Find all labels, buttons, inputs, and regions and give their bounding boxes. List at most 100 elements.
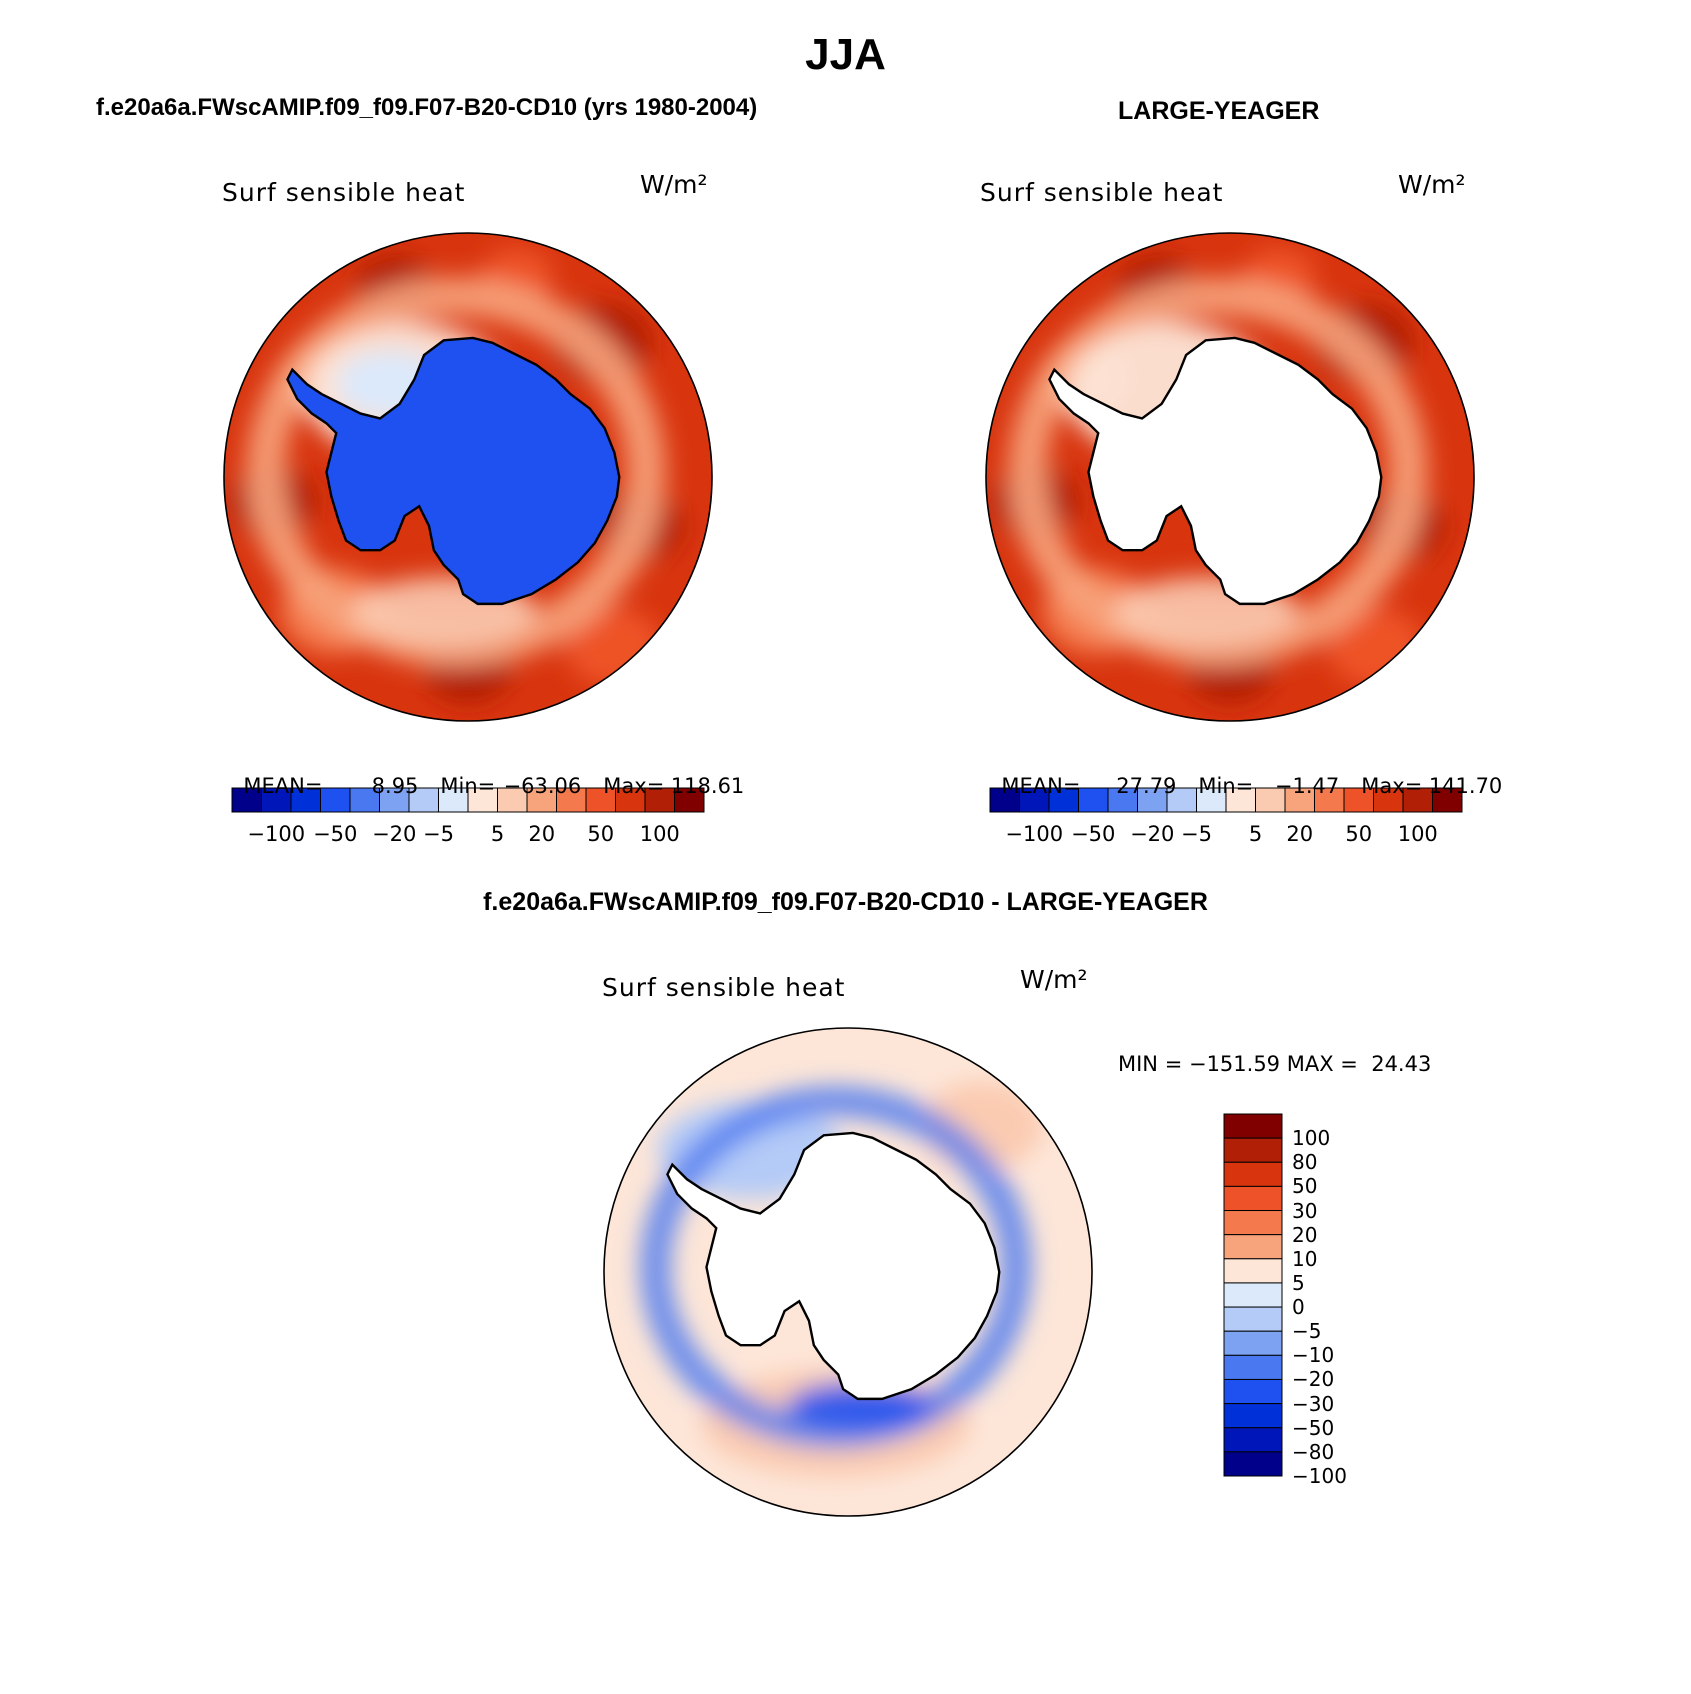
mean-value: 27.79 [1116, 774, 1177, 798]
colorbar-tick-label: −50 [1292, 1415, 1335, 1440]
colorbar-tick-label: −100 [1005, 822, 1064, 846]
mean-value: 8.95 [371, 774, 419, 798]
colorbar-tick-label: 0 [1292, 1295, 1305, 1320]
colorbar-tick-label: 50 [1345, 822, 1373, 846]
colorbar-tick-label: −100 [247, 822, 306, 846]
panel-model-units: W/m² [640, 170, 708, 199]
max-value: 118.61 [670, 774, 745, 798]
colorbar-swatch [615, 787, 646, 813]
colorbar-tick-label: 100 [1292, 1126, 1331, 1151]
colorbar-swatch [1223, 1403, 1283, 1429]
colorbar-tick-label: 10 [1292, 1246, 1318, 1271]
colorbar-tick-label: −50 [1071, 822, 1116, 846]
colorbar-tick-label: 100 [639, 822, 680, 846]
map-border [223, 232, 713, 722]
colorbar-tick-label: 30 [1292, 1198, 1318, 1223]
panel-model-variable: Surf sensible heat [222, 178, 466, 207]
colorbar-swatch [1432, 787, 1463, 813]
colorbar-swatch [674, 787, 705, 813]
min-label: Min= [440, 774, 496, 798]
colorbar-tick-label: 50 [1292, 1174, 1318, 1199]
mean-label: MEAN= [243, 774, 323, 798]
colorbar-tick-label: 20 [1292, 1222, 1318, 1247]
panel-diff-units: W/m² [1020, 965, 1088, 994]
colorbar-tick-label: 5 [490, 822, 505, 846]
colorbar-swatch [467, 787, 498, 813]
colorbar-tick-label: 5 [1248, 822, 1263, 846]
colorbar-tick-label: −20 [1130, 822, 1175, 846]
colorbar-swatch [320, 787, 351, 813]
map-obs [986, 233, 1474, 721]
colorbar-swatch [1373, 787, 1404, 813]
colorbar-swatch [1223, 1378, 1283, 1405]
colorbar-tick-label: −100 [1292, 1464, 1347, 1488]
colorbar-tick-label: 5 [1292, 1270, 1305, 1295]
panel-diff-header: f.e20a6a.FWscAMIP.f09_f09.F07-B20-CD10 -… [483, 888, 1208, 916]
colorbar-swatch [644, 787, 675, 813]
colorbar-swatch [1223, 1451, 1283, 1477]
colorbar-swatch [1223, 1137, 1283, 1163]
colorbar-tick-label: −5 [1292, 1319, 1322, 1344]
colorbar-swatch [1107, 787, 1138, 813]
page-title: JJA [805, 30, 886, 79]
colorbar-tick-label: 100 [1397, 822, 1438, 846]
panel-obs-header: LARGE-YEAGER [1118, 97, 1320, 125]
colorbar-swatch [408, 787, 439, 813]
min-label: Min= [1198, 774, 1254, 798]
colorbar-swatch [1223, 1258, 1283, 1284]
colorbar-swatch [349, 787, 380, 813]
colorbar-tick-label: −20 [1292, 1367, 1335, 1392]
panel-obs-units: W/m² [1398, 170, 1466, 199]
min-value: −1.47 [1274, 774, 1340, 798]
colorbar-swatch [379, 787, 410, 813]
colorbar-swatch [1343, 787, 1374, 813]
colorbar-swatch [1223, 1113, 1283, 1139]
panel-diff-stats: MIN = −151.59 MAX = 24.43 [1118, 1052, 1432, 1076]
panel-model-stats: MEAN= 8.95 Min= −63.06 Max= 118.61 [230, 750, 744, 798]
colorbar-swatch [1223, 1234, 1283, 1260]
colorbar-swatch [438, 787, 469, 813]
colorbar-tick-label: −10 [1292, 1343, 1335, 1368]
colorbar-tick-label: −50 [313, 822, 358, 846]
colorbar-tick-label: −5 [423, 822, 454, 846]
colorbar-swatch [1223, 1161, 1283, 1187]
colorbar-swatch [989, 787, 1020, 813]
map-model [224, 233, 712, 721]
colorbar-swatch [1223, 1210, 1283, 1236]
map-border [603, 1027, 1093, 1517]
max-label: Max= [1361, 774, 1423, 798]
colorbar-swatch [1223, 1330, 1283, 1356]
colorbar-swatch [1225, 787, 1256, 813]
map-diff [604, 1028, 1092, 1516]
colorbar-swatch [1284, 787, 1315, 813]
colorbar-swatch [556, 787, 587, 813]
colorbar-tick-label: −30 [1292, 1391, 1335, 1416]
colorbar-swatch [1223, 1354, 1283, 1380]
colorbar-tick-label: 20 [1286, 822, 1314, 846]
colorbar-tick-label: −80 [1292, 1439, 1335, 1464]
max-label: Max= [603, 774, 665, 798]
colorbar-tick-label: −5 [1181, 822, 1212, 846]
panel-diff-variable: Surf sensible heat [602, 973, 846, 1002]
max-value: 141.70 [1428, 774, 1503, 798]
colorbar-tick-label: 80 [1292, 1150, 1318, 1175]
colorbar-swatch [261, 787, 292, 813]
colorbar-swatch [1314, 787, 1345, 813]
colorbar-swatch [1223, 1306, 1283, 1332]
colorbar-tick-label: −20 [372, 822, 417, 846]
colorbar-swatch [290, 787, 321, 813]
panel-obs-variable: Surf sensible heat [980, 178, 1224, 207]
colorbar-swatch [1223, 1185, 1283, 1212]
min-value: −63.06 [503, 774, 582, 798]
colorbar-swatch [1223, 1282, 1283, 1308]
colorbar-tick-label: 50 [587, 822, 615, 846]
panel-obs-stats: MEAN= 27.79 Min= −1.47 Max= 141.70 [988, 750, 1502, 798]
colorbar-tick-label: 20 [528, 822, 556, 846]
colorbar-swatch [1223, 1427, 1283, 1453]
colorbar-swatch [585, 787, 616, 813]
map-border [985, 232, 1475, 722]
colorbar-swatch [1255, 787, 1286, 813]
panel-model-header: f.e20a6a.FWscAMIP.f09_f09.F07-B20-CD10 (… [96, 94, 758, 121]
mean-label: MEAN= [1001, 774, 1081, 798]
